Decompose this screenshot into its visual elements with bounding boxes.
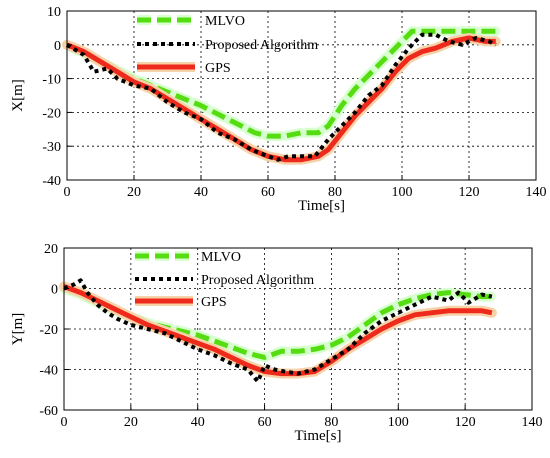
series-line-mlvo [63,286,492,360]
x-tick-label: 60 [261,185,275,200]
legend-label-mlvo: MLVO [201,250,241,265]
ticks-x: 0 20 40 60 80 100 120 140 -40 -30 -20 -10 0 10 [42,5,546,200]
x-tick-label: 100 [392,185,413,200]
y-tick-label: -10 [42,73,61,88]
series-halo-gps [62,33,501,165]
x-tick-label: 0 [61,415,68,430]
x-tick-label: 120 [455,415,476,430]
legend-label-gps: GPS [201,295,227,310]
xlabel-y-chart: Time[s] [295,428,342,444]
legend-x-chart: MLVO Proposed Algorithm GPS [137,14,318,76]
y-tick-label: 0 [51,283,58,298]
y-tick-label: 10 [47,5,61,20]
x-tick-label: 20 [124,415,138,430]
x-tick-label: 0 [64,185,71,200]
x-tick-label: 60 [258,415,272,430]
series-line-gps [66,35,496,163]
x-tick-label: 80 [328,185,342,200]
x-tick-label: 140 [526,185,547,200]
series-line-proposed-algorithm [63,278,493,384]
x-tick-label: 100 [388,415,409,430]
y-tick-label: -40 [42,174,61,189]
y-tick-label: -30 [42,140,61,155]
axes-frame-x [66,10,537,181]
series-x [62,26,501,165]
legend-y-chart: MLVO Proposed Algorithm GPS [135,250,314,310]
y-tick-label: -20 [42,106,61,121]
legend-label-proposed: Proposed Algorithm [205,38,318,53]
series-line-proposed-algorithm [65,32,497,162]
series-line-gps [63,284,493,377]
chart-x-position: 0 20 40 60 80 100 120 140 -40 -30 -20 -10 0 10 Time[s… [10,5,547,214]
ylabel-y-chart: Y[m] [10,313,26,346]
x-tick-label: 20 [127,185,141,200]
y-tick-label: -60 [39,404,58,419]
x-tick-label: 80 [324,415,338,430]
ticks-y: 0 20 40 60 80 100 120 140 -60 -40 -20 0 20 [39,242,542,430]
series-y [59,278,497,384]
ylabel-x-chart: X[m] [10,79,26,112]
y-tick-label: -20 [39,323,58,338]
legend-label-mlvo: MLVO [205,14,245,29]
y-tick-label: 20 [44,242,58,257]
x-tick-label: 120 [459,185,480,200]
y-tick-label: 0 [54,39,61,54]
xlabel-x-chart: Time[s] [298,198,345,214]
legend-label-proposed: Proposed Algorithm [201,273,314,288]
legend-label-gps: GPS [205,61,231,76]
grid-y [64,248,532,410]
x-tick-label: 40 [194,185,208,200]
series-line-mlvo [65,28,496,139]
chart-y-position: 0 20 40 60 80 100 120 140 -60 -40 -20 0 20 Time[s] Y… [10,242,543,444]
x-tick-label: 140 [522,415,543,430]
x-tick-label: 40 [191,415,205,430]
y-tick-label: -40 [39,364,58,379]
